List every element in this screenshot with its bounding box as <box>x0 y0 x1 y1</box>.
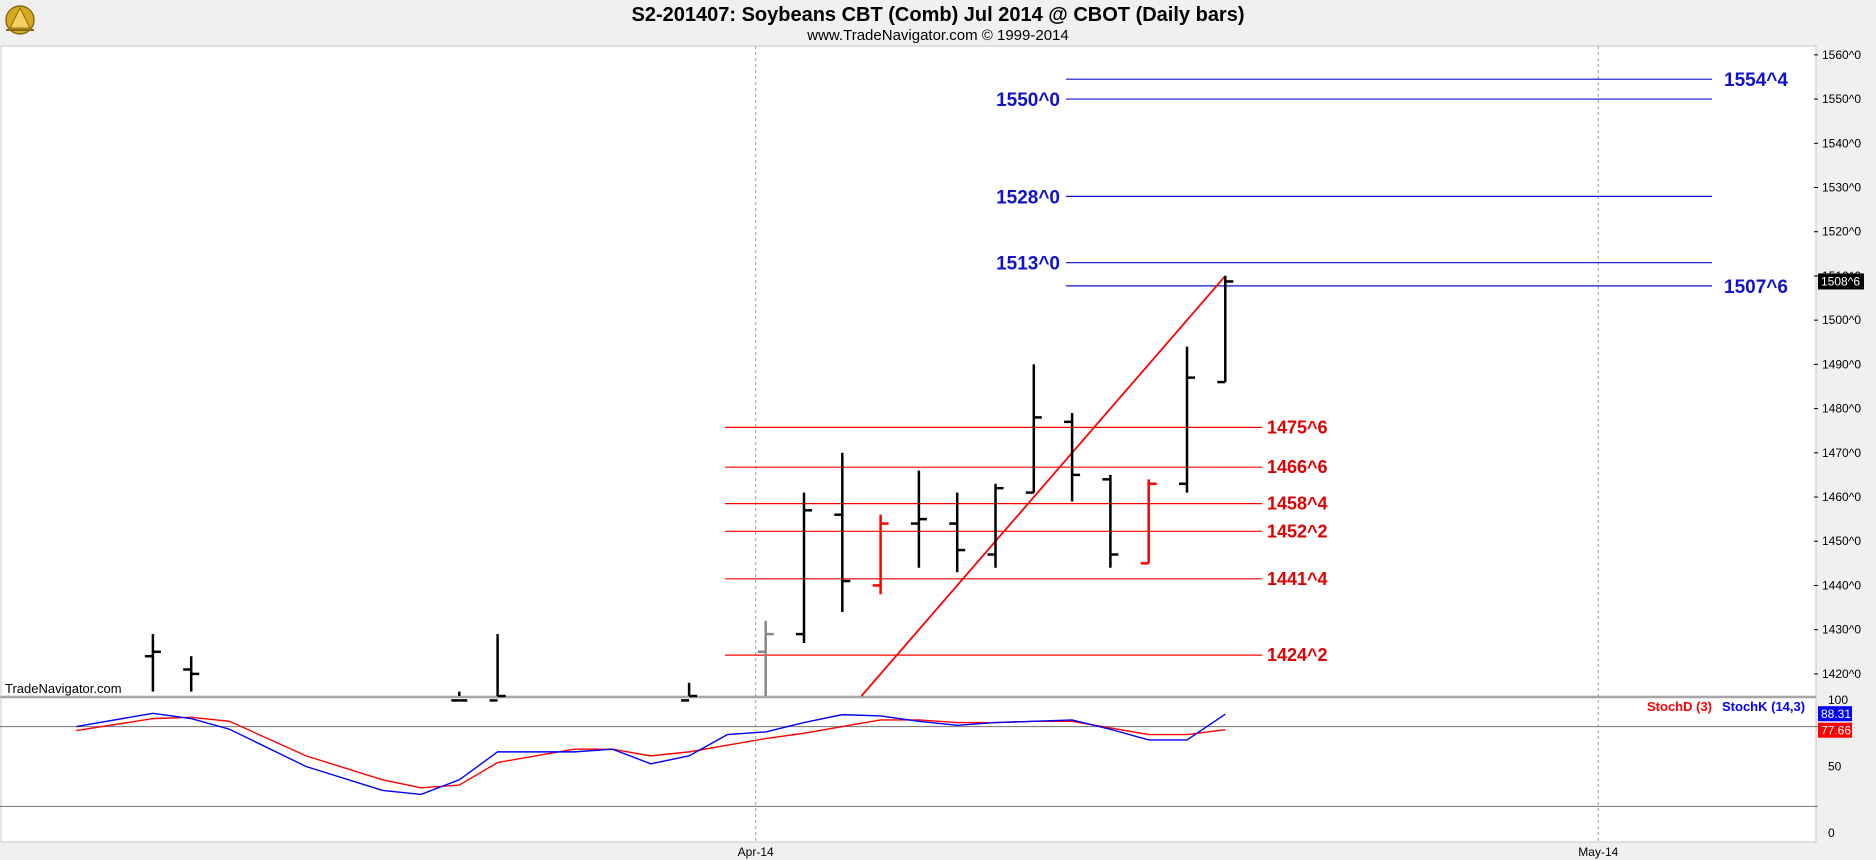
ohlc-bar <box>144 634 161 692</box>
red-level-label: 1424^2 <box>1267 645 1328 665</box>
y-tick-label: 1520^0 <box>1822 225 1861 239</box>
stoch-panel-frame <box>0 697 1817 843</box>
red-level-label: 1475^6 <box>1267 417 1328 437</box>
ohlc-bar <box>451 691 468 702</box>
stoch-y-tick-label: 100 <box>1828 693 1848 707</box>
ohlc-bar <box>1140 479 1157 565</box>
ohlc-bar <box>183 656 200 692</box>
last-price-label: 1508^6 <box>1821 274 1860 288</box>
y-tick-label: 1490^0 <box>1822 357 1861 371</box>
y-tick-label: 1480^0 <box>1822 402 1861 416</box>
red-level-label: 1466^6 <box>1267 457 1328 477</box>
y-tick-label: 1470^0 <box>1822 446 1861 460</box>
stoch-d-legend: StochD (3) <box>1647 699 1712 714</box>
y-tick-label: 1420^0 <box>1822 667 1861 681</box>
y-tick-label: 1550^0 <box>1822 92 1861 106</box>
chart-title: S2-201407: Soybeans CBT (Comb) Jul 2014 … <box>631 4 1244 26</box>
red-level-label: 1441^4 <box>1267 569 1328 589</box>
y-tick-label: 1500^0 <box>1822 313 1861 327</box>
blue-level-label: 1528^0 <box>996 187 1060 208</box>
trendline <box>860 275 1226 697</box>
x-tick-label: Apr-14 <box>738 845 774 859</box>
ohlc-bar <box>757 620 774 696</box>
x-tick-label: May-14 <box>1578 845 1618 859</box>
stochastic-plot: 100 50 0 StochD (3) StochK (14,3) 88.31 77.66 <box>0 693 1852 840</box>
ohlc-bar <box>1064 413 1081 502</box>
blue-level-label: 1507^6 <box>1724 277 1788 298</box>
ohlc-bar <box>1102 474 1119 568</box>
ohlc-bar <box>834 452 851 612</box>
watermark: TradeNavigator.com <box>5 681 122 696</box>
logo-icon <box>5 5 35 35</box>
ohlc-bar <box>489 634 506 702</box>
stoch-k-tag <box>1818 706 1852 722</box>
y-tick-label: 1450^0 <box>1822 534 1861 548</box>
y-tick-label: 1530^0 <box>1822 180 1861 194</box>
blue-level-label: 1513^0 <box>996 254 1060 275</box>
ohlc-bar <box>1025 364 1042 494</box>
price-panel-frame <box>0 45 1817 697</box>
x-axis-band <box>0 842 1876 860</box>
chart-subtitle: www.TradeNavigator.com © 1999-2014 <box>806 27 1068 44</box>
stoch-y-tick-label: 0 <box>1828 826 1835 840</box>
ohlc-bar <box>872 514 889 595</box>
stoch-d-tag <box>1818 722 1852 738</box>
stoch-k-value: 88.31 <box>1821 707 1851 721</box>
ohlc-bar <box>910 470 927 568</box>
header-band <box>0 0 1876 46</box>
y-tick-label: 1560^0 <box>1822 48 1861 62</box>
stoch-d-value: 77.66 <box>1821 724 1851 738</box>
ohlc-bar <box>681 682 698 702</box>
ohlc-bar <box>796 492 812 643</box>
price-plot: Apr-14 May-14 1560^0 1550^0 1540^0 1530^0 1520… <box>144 46 1864 859</box>
stoch-series-line <box>76 712 1226 796</box>
red-level-label: 1458^4 <box>1267 494 1328 514</box>
y-tick-label: 1430^0 <box>1822 623 1861 637</box>
ohlc-bar <box>1217 275 1234 384</box>
blue-level-label: 1554^4 <box>1724 70 1788 91</box>
red-level-label: 1452^2 <box>1267 521 1328 541</box>
y-tick-label: 1460^0 <box>1822 490 1861 504</box>
ohlc-bar <box>1179 346 1195 493</box>
stoch-k-legend: StochK (14,3) <box>1722 699 1805 714</box>
last-price-tag <box>1818 273 1864 290</box>
ohlc-bar <box>987 483 1004 568</box>
y-tick-label: 1540^0 <box>1822 136 1861 150</box>
stoch-y-tick-label: 50 <box>1828 760 1842 774</box>
ohlc-bar <box>949 492 966 573</box>
blue-level-label: 1550^0 <box>996 90 1060 111</box>
y-tick-label: 1440^0 <box>1822 578 1861 592</box>
stoch-series-line <box>76 716 1226 789</box>
